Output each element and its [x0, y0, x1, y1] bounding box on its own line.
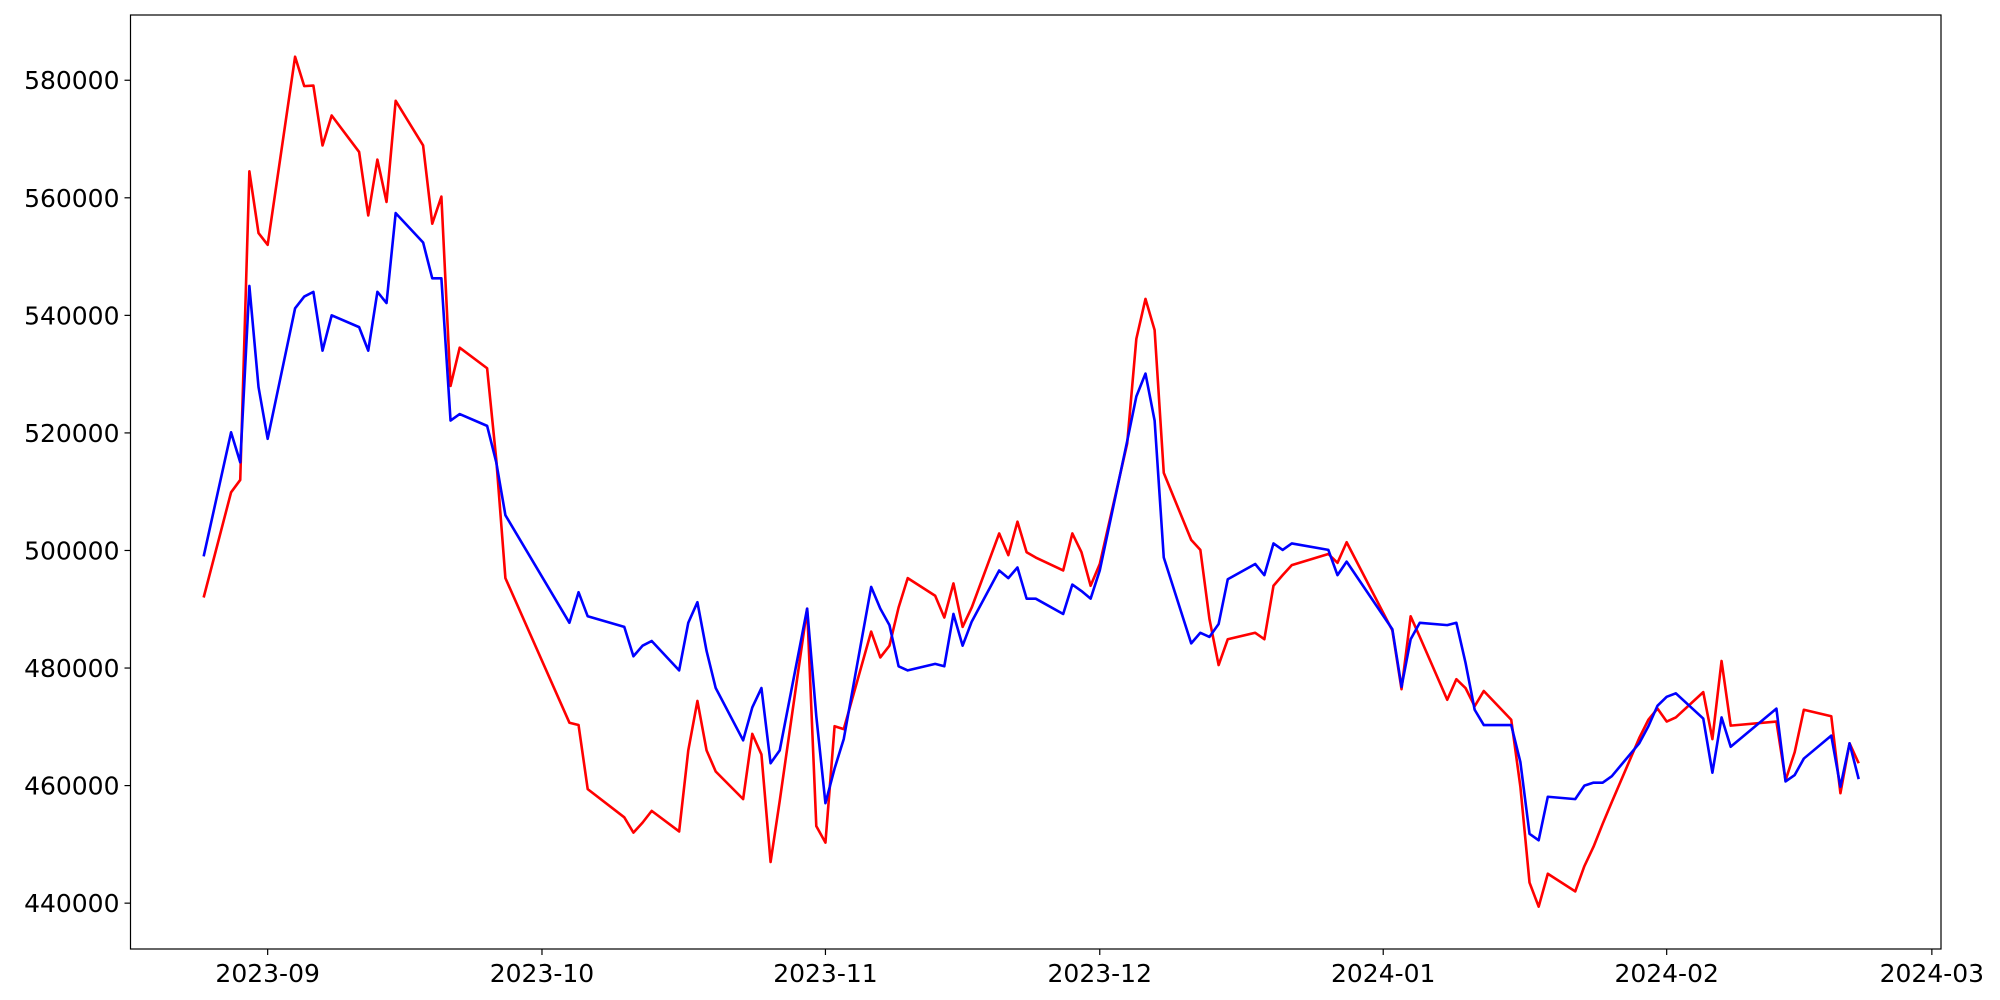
series-line — [202, 55, 1860, 908]
plot-frame — [129, 14, 1942, 950]
y-tick-label: 460000 — [24, 772, 119, 801]
y-tick-label: 440000 — [24, 889, 119, 918]
series-line — [202, 211, 1860, 842]
x-tick-label: 2024-03 — [1880, 959, 1984, 988]
x-tick-label: 2024-02 — [1614, 959, 1718, 988]
y-tick-label: 520000 — [24, 419, 119, 448]
x-tick-label: 2023-09 — [215, 959, 319, 988]
x-tick-label: 2023-12 — [1048, 959, 1152, 988]
x-tick-label: 2024-01 — [1331, 959, 1435, 988]
y-tick-label: 500000 — [24, 536, 119, 565]
y-tick-label: 540000 — [24, 301, 119, 330]
x-tick-label: 2023-11 — [773, 959, 877, 988]
y-tick-label: 580000 — [24, 66, 119, 95]
y-tick-label: 560000 — [24, 184, 119, 213]
x-tick-label: 2023-10 — [490, 959, 594, 988]
y-tick-label: 480000 — [24, 654, 119, 683]
